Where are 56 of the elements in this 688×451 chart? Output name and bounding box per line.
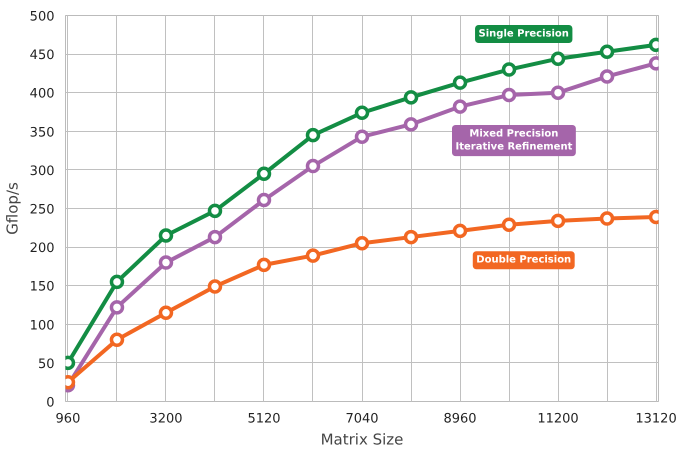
- point: [256, 258, 272, 272]
- point: [110, 332, 124, 347]
- x-tick-label: 3200: [149, 412, 183, 426]
- point: [306, 158, 320, 174]
- point: [158, 255, 174, 270]
- point: [256, 166, 272, 181]
- x-axis-title: Matrix Size: [320, 430, 404, 448]
- y-tick-label: 250: [30, 202, 55, 218]
- point: [404, 230, 418, 244]
- point: [158, 228, 174, 243]
- x-tick-label: 7040: [345, 412, 379, 426]
- point: [208, 230, 222, 244]
- point: [354, 106, 370, 120]
- point: [452, 224, 468, 238]
- point: [354, 236, 370, 250]
- point: [550, 85, 566, 100]
- point: [452, 99, 468, 114]
- point: [208, 204, 222, 218]
- y-tick-label: 450: [30, 48, 55, 64]
- y-axis-title: Gflop/s: [4, 182, 22, 235]
- point: [158, 305, 174, 320]
- y-tick-label: 500: [30, 10, 55, 24]
- x-tick-label: 13120: [635, 412, 677, 426]
- text: Double Precision: [476, 254, 572, 266]
- y-tick-label: 300: [30, 164, 55, 179]
- y-tick-label: 0: [46, 396, 55, 410]
- x-tick-label: 11200: [537, 412, 579, 426]
- point: [110, 300, 124, 315]
- y-tick-label: 150: [30, 280, 55, 295]
- point: [452, 75, 468, 90]
- point: [600, 69, 614, 84]
- series-label: Single Precision: [478, 28, 569, 40]
- x-tick-label: 960: [56, 412, 80, 426]
- point: [306, 248, 320, 263]
- point: [404, 117, 418, 132]
- y-tick-label: 100: [30, 318, 55, 334]
- point: [256, 192, 272, 208]
- point: [110, 274, 124, 290]
- series-label: Mixed Precision Iterative Refinement: [456, 128, 573, 153]
- point: [600, 44, 614, 60]
- y-tick-label: 50: [38, 356, 55, 372]
- y-tick-label: 350: [30, 125, 55, 140]
- point: [354, 129, 370, 144]
- point: [502, 62, 516, 77]
- point: [502, 88, 516, 102]
- point: [306, 128, 320, 142]
- point: [404, 90, 418, 105]
- point: [208, 279, 222, 294]
- x-tick-label: 5120: [247, 412, 281, 426]
- point: [550, 214, 566, 228]
- point: [550, 51, 566, 66]
- y-tick-label: 400: [30, 86, 55, 102]
- x-tick-label: 8960: [443, 412, 477, 426]
- point: [600, 211, 614, 226]
- y-tick-label: 200: [30, 241, 55, 256]
- point: [502, 217, 516, 232]
